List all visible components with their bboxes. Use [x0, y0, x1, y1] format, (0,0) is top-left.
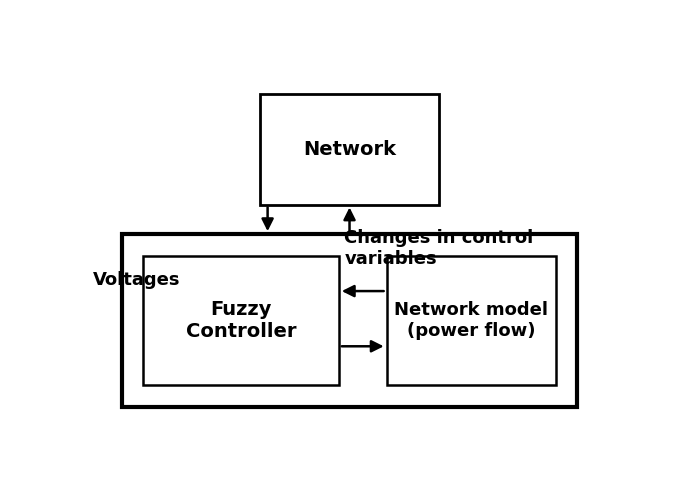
Text: Network model
(power flow): Network model (power flow) — [394, 301, 548, 340]
FancyBboxPatch shape — [143, 256, 339, 385]
Text: Changes in control
variables: Changes in control variables — [344, 229, 533, 268]
FancyBboxPatch shape — [122, 234, 577, 407]
Text: Voltages: Voltages — [93, 271, 181, 289]
FancyBboxPatch shape — [260, 94, 439, 205]
FancyBboxPatch shape — [387, 256, 556, 385]
Text: Network: Network — [303, 140, 396, 159]
Text: Fuzzy
Controller: Fuzzy Controller — [186, 300, 297, 341]
